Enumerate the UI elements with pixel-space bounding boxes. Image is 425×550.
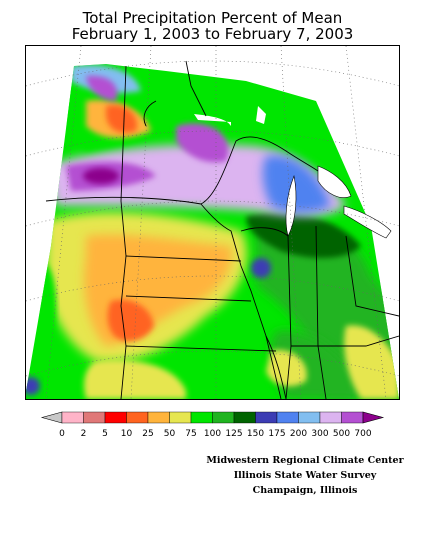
legend-bar	[40, 411, 385, 424]
legend-arrow-right	[362, 411, 385, 424]
state-border-dakotas	[120, 200, 127, 399]
legend-swatch	[126, 411, 149, 424]
legend-swatch	[233, 411, 256, 424]
precip-zone-south-yellow	[84, 359, 186, 399]
legend-tick-label: 150	[247, 429, 264, 439]
precipitation-map	[25, 45, 400, 400]
state-border-wi	[240, 227, 289, 237]
province-border-mb-on	[185, 60, 207, 117]
precip-zone-se-yellow	[344, 325, 399, 399]
graticule	[26, 46, 399, 399]
legend-tick-label: 10	[121, 429, 133, 439]
legend-swatch	[276, 411, 299, 424]
precip-zone-700-north	[83, 168, 119, 184]
lake-erie	[343, 205, 392, 239]
map-title-line2: February 1, 2003 to February 7, 2003	[71, 25, 354, 43]
credit-line-location: Champaign, Illinois	[252, 485, 358, 496]
legend-tick-label: 500	[333, 429, 350, 439]
legend-tick-label: 300	[311, 429, 328, 439]
legend-swatch	[341, 411, 364, 424]
legend-tick-label: 2	[81, 429, 87, 439]
legend-tick-label: 5	[102, 429, 108, 439]
lake-winnipeg-outline	[143, 100, 157, 127]
legend-tick-label: 0	[59, 429, 65, 439]
legend-tick-label: 50	[164, 429, 176, 439]
us-canada-border	[45, 136, 319, 205]
state-border-ks-ok	[125, 345, 277, 352]
precip-zone-500-upper	[176, 123, 229, 163]
legend-labels: 0 2 5 10 25 50 75 100 125 150 175 200 300 500 700	[59, 429, 372, 439]
color-legend: 0 2 5 10 25 50 75 100 125 150 175 200 300 500 700	[40, 411, 385, 439]
province-border-sk-mb	[120, 65, 127, 202]
legend-swatch	[147, 411, 170, 424]
map-title: Total Precipitation Percent of Mean Febr…	[0, 10, 425, 42]
legend-swatch	[255, 411, 278, 424]
state-border-oh-wv	[345, 235, 399, 317]
state-border-ia-mo	[125, 295, 252, 302]
legend-swatch	[319, 411, 342, 424]
precip-zone-north-orange	[106, 105, 137, 133]
precip-zone-150	[246, 212, 361, 258]
state-border-mo-il	[265, 335, 287, 399]
legend-tick-label: 200	[290, 429, 307, 439]
precip-zone-200-lakes	[262, 155, 331, 213]
credit-line-center: Midwestern Regional Climate Center	[206, 455, 404, 466]
legend-swatch	[169, 411, 192, 424]
legend-swatch	[298, 411, 321, 424]
lake-nipigon	[256, 106, 266, 124]
precip-zone-25-south	[107, 299, 154, 342]
legend-tick-label: 175	[268, 429, 285, 439]
state-border-ky	[291, 335, 399, 347]
lake-huron	[317, 165, 352, 198]
legend-arrow-left	[40, 411, 63, 424]
legend-tick-label: 25	[142, 429, 153, 439]
legend-tick-label: 100	[204, 429, 221, 439]
legend-tick-label: 125	[225, 429, 242, 439]
political-boundaries	[45, 60, 399, 399]
legend-swatch	[104, 411, 127, 424]
map-title-line1: Total Precipitation Percent of Mean	[82, 9, 343, 27]
map-canvas	[26, 46, 399, 399]
state-border-mn-ia	[125, 255, 242, 262]
legend-swatch	[212, 411, 235, 424]
river-border-mississippi	[200, 203, 282, 399]
lake-superior	[194, 114, 231, 126]
legend-tick-label: 700	[354, 429, 371, 439]
legend-tick-label: 75	[185, 429, 196, 439]
precip-zone-175-spot	[251, 258, 271, 278]
credit-line-survey: Illinois State Water Survey	[233, 470, 377, 481]
legend-swatch	[190, 411, 213, 424]
legend-swatch	[61, 411, 84, 424]
precip-zone-north-purple	[86, 75, 118, 101]
legend-swatch	[83, 411, 106, 424]
